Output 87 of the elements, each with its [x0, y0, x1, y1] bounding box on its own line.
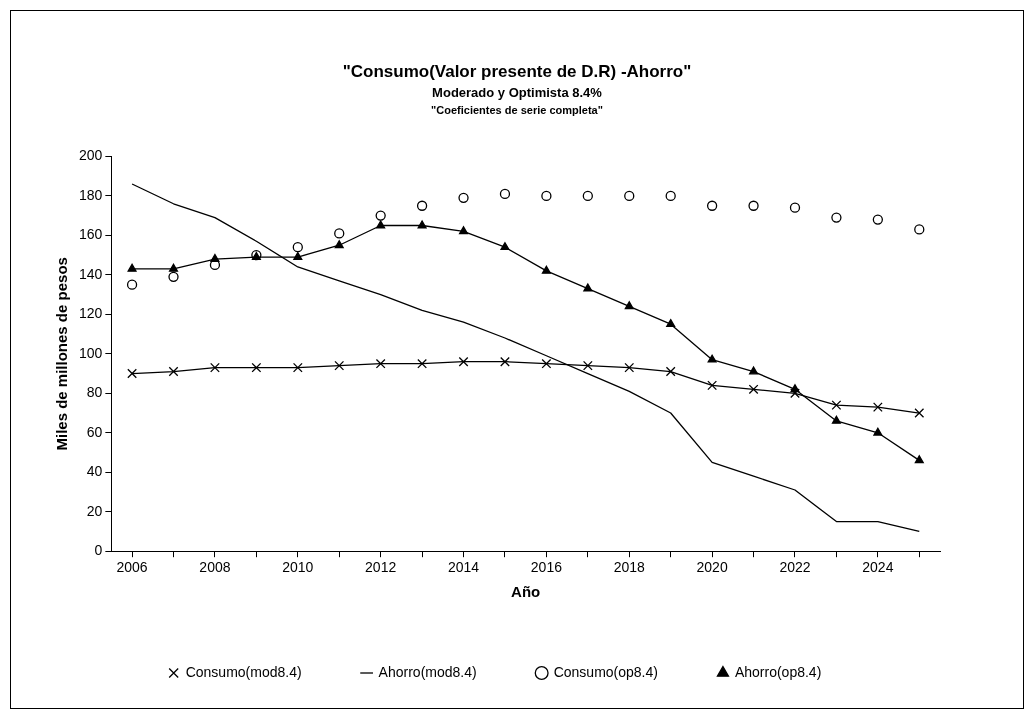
- point: [417, 220, 427, 229]
- y-tick-label: 100: [79, 344, 103, 361]
- point: [665, 366, 676, 377]
- point: [168, 271, 179, 282]
- point: [582, 190, 593, 202]
- point: [334, 228, 345, 239]
- y-tick-label: 20: [86, 502, 103, 519]
- point: [375, 358, 386, 369]
- y-tick-label: 160: [79, 226, 103, 243]
- x-tick-label: 2006: [116, 559, 148, 576]
- point: [376, 220, 386, 229]
- point: [914, 455, 924, 464]
- point: [665, 190, 676, 202]
- x-tick-label: 2012: [365, 559, 397, 576]
- y-tick-label: 200: [79, 147, 103, 164]
- point: [458, 192, 469, 203]
- x-tick-label: 2024: [862, 559, 894, 576]
- point: [292, 362, 303, 373]
- y-tick-label: 60: [86, 423, 103, 440]
- x-tick-label: 2014: [447, 559, 480, 576]
- point: [914, 408, 925, 418]
- point: [583, 283, 593, 292]
- text: "Coeficientes de serie completa": [430, 104, 604, 116]
- point: [126, 279, 138, 290]
- point: [500, 242, 510, 251]
- y-tick-label: 40: [86, 463, 103, 480]
- point: [168, 366, 179, 377]
- x-tick-label: 2010: [282, 559, 314, 576]
- legend-label: Consumo(op8.4): [553, 663, 658, 680]
- point: [831, 400, 842, 411]
- point: [541, 358, 552, 369]
- point: [417, 358, 427, 369]
- point: [790, 388, 800, 399]
- point: [624, 301, 634, 310]
- legend-label: Consumo(mod8.4): [185, 663, 302, 680]
- point: [251, 362, 262, 373]
- point: [873, 427, 883, 436]
- point: [541, 265, 551, 274]
- point: [831, 415, 841, 424]
- point: [168, 263, 179, 272]
- point: [914, 224, 925, 235]
- chart-subtitle: Moderado y Optimista 8.4%: [431, 85, 603, 100]
- x-tick-label: 2018: [613, 559, 646, 576]
- point: [582, 360, 593, 371]
- x-tick-label: 2022: [779, 559, 811, 576]
- point: [749, 366, 759, 375]
- chart-title: "Consumo(Valor presente de D.R) -Ahorro": [341, 62, 693, 82]
- point: [831, 212, 842, 223]
- x-tick-label: 2020: [696, 559, 728, 576]
- point: [127, 368, 137, 379]
- point: [416, 200, 428, 211]
- point: [872, 402, 883, 412]
- point: [624, 190, 635, 202]
- y-axis-title: Miles de millones de pesos: [53, 257, 71, 451]
- legend-label: Ahorro(op8.4): [734, 663, 822, 680]
- point: [872, 214, 883, 225]
- point: [458, 226, 469, 235]
- legend-label: Ahorro(mod8.4): [378, 663, 477, 680]
- point: [293, 251, 303, 260]
- point: [707, 380, 718, 391]
- point: [375, 210, 386, 221]
- point: [666, 319, 676, 328]
- point: [706, 200, 718, 211]
- point: [458, 356, 469, 367]
- point: [499, 188, 511, 200]
- point: [127, 263, 137, 272]
- point: [748, 200, 759, 211]
- y-tick-label: 0: [94, 542, 103, 559]
- x-axis-title: Año: [511, 583, 541, 601]
- x-tick-label: 2016: [530, 559, 563, 576]
- y-tick-label: 120: [79, 305, 103, 322]
- point: [624, 362, 635, 373]
- point: [334, 240, 344, 249]
- point: [541, 190, 552, 202]
- x-tick-label: 2008: [199, 559, 231, 576]
- point: [789, 202, 801, 213]
- y-tick-label: 140: [79, 265, 103, 282]
- y-tick-label: 180: [79, 186, 103, 203]
- point: [500, 356, 510, 367]
- point: [210, 253, 220, 262]
- y-tick-label: 80: [86, 384, 103, 401]
- point: [707, 354, 717, 363]
- point: [334, 360, 345, 371]
- point: [748, 384, 759, 395]
- point: [790, 384, 800, 393]
- point: [210, 362, 220, 373]
- point: [292, 242, 303, 253]
